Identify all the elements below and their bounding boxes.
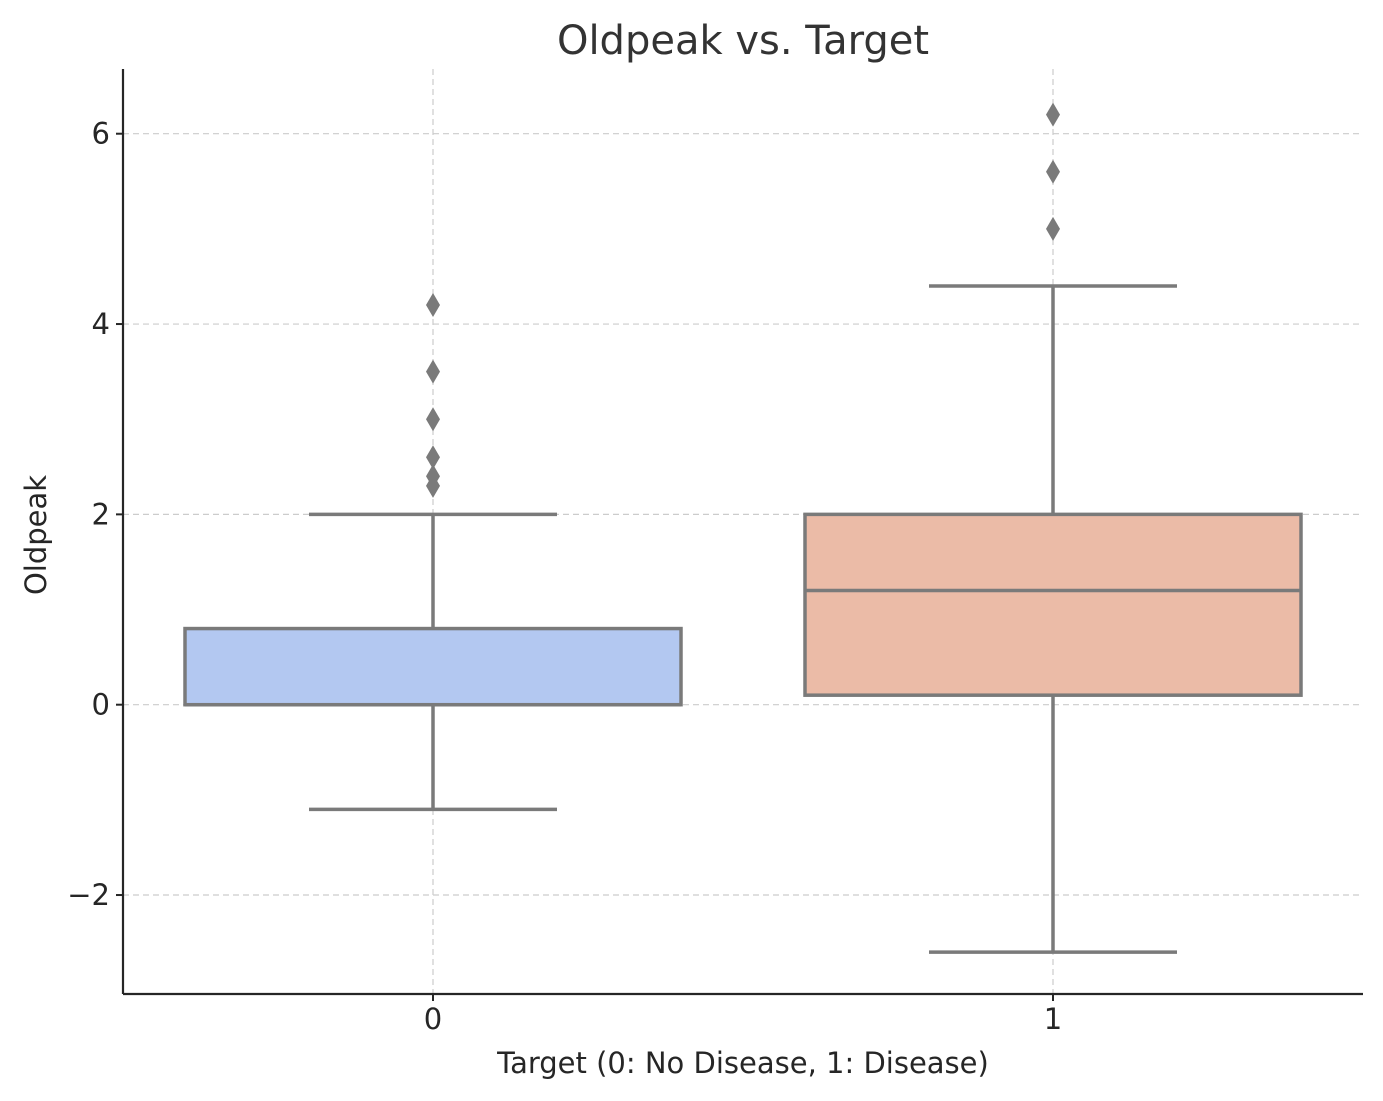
box-group-1: [803, 102, 1303, 954]
outlier-point: [426, 293, 440, 318]
x-axis-label: Target (0: No Disease, 1: Disease): [496, 1046, 989, 1080]
outlier-point: [426, 464, 440, 489]
outlier-point: [1046, 159, 1060, 184]
box-body: [803, 512, 1303, 697]
outlier-point: [426, 445, 440, 470]
chart-title: Oldpeak vs. Target: [557, 18, 929, 64]
outlier-point: [1046, 102, 1060, 127]
x-tick-label: 1: [1044, 1002, 1062, 1036]
box-series: [183, 102, 1303, 954]
y-axis-label: Oldpeak: [19, 475, 53, 595]
axes: −2 0 2 4 6 0 1: [67, 69, 1363, 1036]
outlier-point: [1046, 216, 1060, 241]
x-tick-label: 0: [424, 1002, 442, 1036]
outlier-point: [426, 407, 440, 432]
box-body: [183, 626, 683, 707]
y-tick-label: 0: [92, 688, 110, 722]
y-tick-label: 6: [92, 117, 110, 151]
box-group-0: [183, 293, 683, 812]
y-tick-label: 2: [92, 497, 110, 531]
y-tick-label: −2: [67, 878, 110, 912]
y-tick-label: 4: [92, 307, 110, 341]
outlier-point: [426, 359, 440, 384]
